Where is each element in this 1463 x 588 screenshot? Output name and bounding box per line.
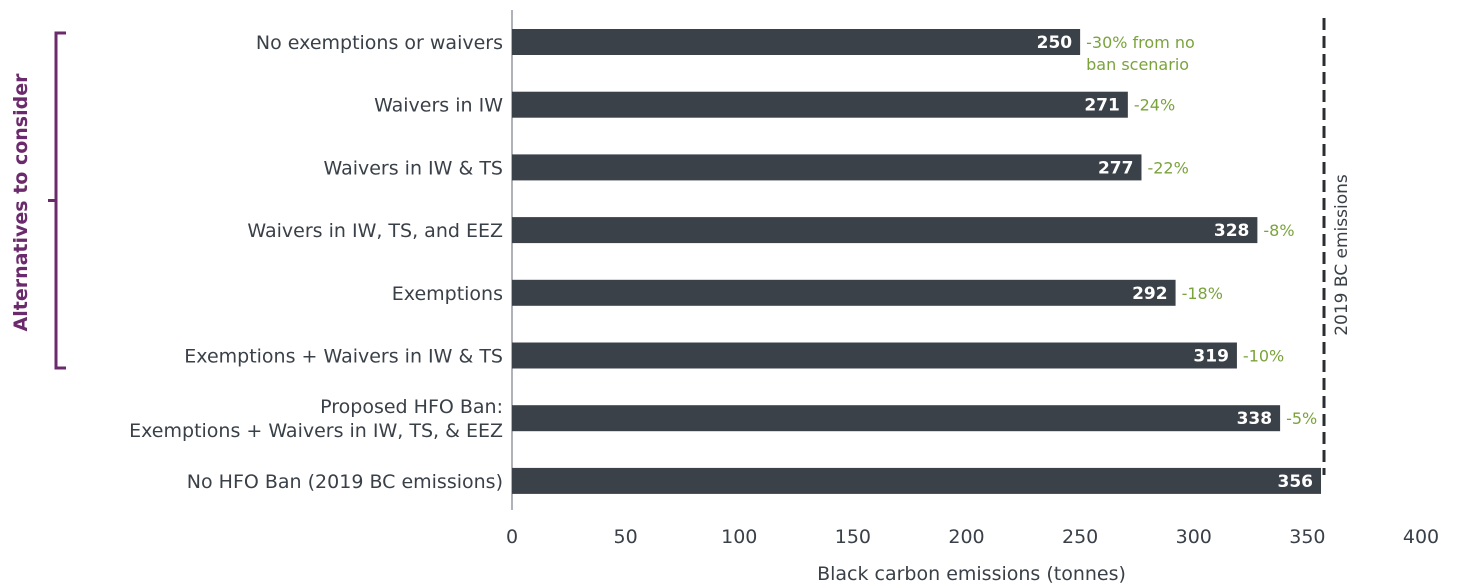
bar-value-label: 338 <box>1237 409 1273 429</box>
group-bracket <box>48 31 66 370</box>
category-label: Waivers in IW, TS, and EEZ <box>247 220 503 242</box>
bar-value-label: 271 <box>1084 96 1120 116</box>
bar-0 <box>512 29 1081 55</box>
bar-7 <box>512 467 1322 494</box>
percent-change-label: -5% <box>1286 409 1317 428</box>
x-tick-label: 150 <box>835 526 871 548</box>
bar-value-label: 328 <box>1214 221 1250 241</box>
percent-change-label: ban scenario <box>1086 55 1189 74</box>
x-tick-label: 350 <box>1289 526 1325 548</box>
bar-value-label: 250 <box>1037 33 1073 53</box>
category-label: Waivers in IW <box>374 95 503 117</box>
percent-change-label: -24% <box>1134 96 1175 115</box>
category-label: Exemptions <box>392 283 503 305</box>
category-label: Proposed HFO Ban: <box>320 396 503 418</box>
percent-change-label: -8% <box>1263 221 1294 240</box>
bar-2 <box>512 154 1142 181</box>
category-label: No HFO Ban (2019 BC emissions) <box>187 471 503 493</box>
bar-value-label: 319 <box>1193 347 1229 367</box>
bar-value-label: 356 <box>1278 472 1314 492</box>
x-tick-label: 250 <box>1062 526 1098 548</box>
percent-change-label: -22% <box>1147 158 1188 177</box>
x-tick-label: 300 <box>1176 526 1212 548</box>
x-tick-label: 400 <box>1403 526 1439 548</box>
percent-change-label: -30% from no <box>1086 33 1195 52</box>
category-label: Exemptions + Waivers in IW & TS <box>184 346 503 368</box>
x-axis-title: Black carbon emissions (tonnes) <box>817 563 1126 584</box>
bar-value-label: 277 <box>1098 158 1134 178</box>
bar-value-label: 292 <box>1132 284 1168 304</box>
x-tick-label: 0 <box>506 526 518 548</box>
percent-change-label: -10% <box>1243 347 1284 366</box>
bar-6 <box>512 405 1281 432</box>
x-tick-label: 200 <box>948 526 984 548</box>
category-label: Waivers in IW & TS <box>324 157 504 179</box>
bar-3 <box>512 217 1258 244</box>
group-bracket-label: Alternatives to consider <box>10 73 32 332</box>
bar-4 <box>512 279 1176 306</box>
x-tick-label: 100 <box>721 526 757 548</box>
category-label: Exemptions + Waivers in IW, TS, & EEZ <box>129 420 503 442</box>
reference-line-label: 2019 BC emissions <box>1332 174 1352 336</box>
percent-change-label: -18% <box>1182 284 1223 303</box>
bar-1 <box>512 91 1128 118</box>
x-tick-label: 50 <box>614 526 638 548</box>
bar-5 <box>512 342 1237 369</box>
category-label: No exemptions or waivers <box>256 32 503 54</box>
